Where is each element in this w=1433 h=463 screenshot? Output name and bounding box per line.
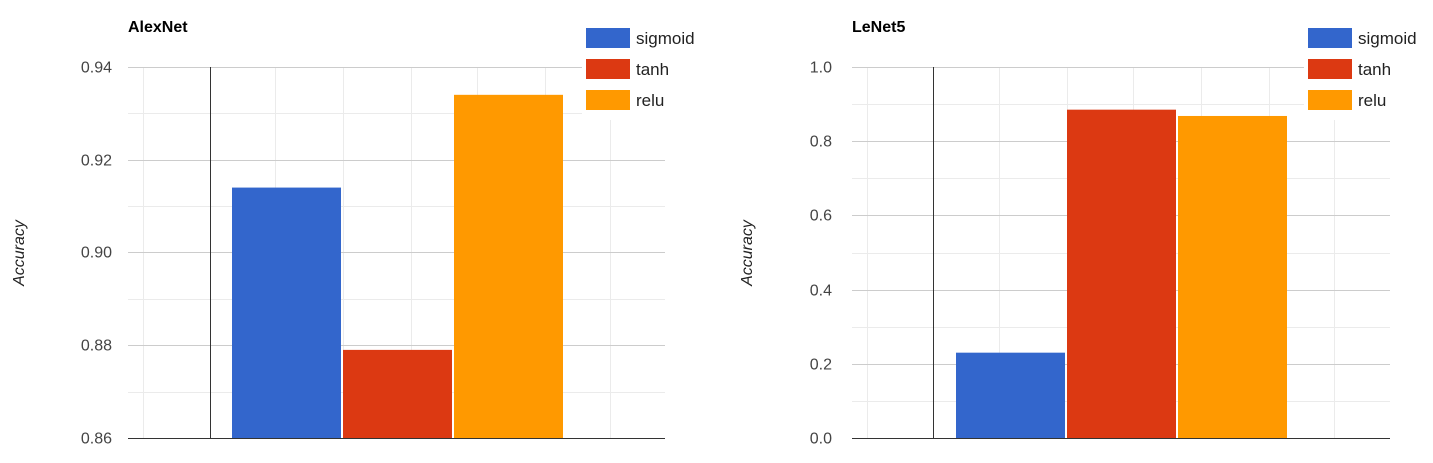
bar-tanh <box>1067 109 1176 438</box>
legend-swatch-relu <box>1308 90 1352 110</box>
bar-sigmoid <box>232 187 341 438</box>
y-tick-label: 0.90 <box>81 245 112 262</box>
y-tick-label: 0.86 <box>81 431 112 448</box>
y-ticks: 0.0 0.2 0.4 0.6 0.8 1.0 <box>810 60 832 448</box>
chart-title: AlexNet <box>128 19 188 36</box>
y-ticks: 0.86 0.88 0.90 0.92 0.94 <box>81 60 112 448</box>
bar-tanh <box>343 349 452 438</box>
y-tick-label: 0.4 <box>810 283 832 300</box>
legend-swatch-tanh <box>586 59 630 79</box>
bars <box>232 94 563 438</box>
y-tick-label: 0.8 <box>810 134 832 151</box>
y-axis-label: Accuracy <box>11 219 28 287</box>
chart-alexnet-svg: AlexNet Accuracy 0.86 0.88 0.90 0.92 0.94 si… <box>11 19 710 448</box>
legend-label-sigmoid: sigmoid <box>636 29 695 48</box>
y-tick-label: 0.0 <box>810 431 832 448</box>
legend-label-relu: relu <box>636 91 664 110</box>
y-tick-label: 1.0 <box>810 60 832 77</box>
bar-relu <box>1178 115 1287 439</box>
legend: sigmoid tanh relu <box>1304 22 1432 120</box>
legend-label-sigmoid: sigmoid <box>1358 29 1417 48</box>
y-tick-label: 0.92 <box>81 153 112 170</box>
legend-label-tanh: tanh <box>1358 60 1391 79</box>
chart-lenet5-svg: LeNet5 Accuracy 0.0 0.2 0.4 0.6 0.8 1.0 sigmo… <box>739 19 1432 448</box>
bar-sigmoid <box>956 352 1065 438</box>
legend-swatch-sigmoid <box>586 28 630 48</box>
legend-label-relu: relu <box>1358 91 1386 110</box>
legend: sigmoid tanh relu <box>582 22 710 120</box>
legend-swatch-tanh <box>1308 59 1352 79</box>
bars <box>956 109 1287 439</box>
legend-swatch-relu <box>586 90 630 110</box>
y-tick-label: 0.94 <box>81 60 112 77</box>
chart-alexnet: AlexNet Accuracy 0.86 0.88 0.90 0.92 0.94 si… <box>0 0 716 463</box>
y-tick-label: 0.6 <box>810 208 832 225</box>
y-tick-label: 0.88 <box>81 338 112 355</box>
legend-swatch-sigmoid <box>1308 28 1352 48</box>
bar-relu <box>454 94 563 438</box>
chart-lenet5: LeNet5 Accuracy 0.0 0.2 0.4 0.6 0.8 1.0 sigmo… <box>728 0 1433 463</box>
y-axis-label: Accuracy <box>739 219 756 287</box>
chart-title: LeNet5 <box>852 19 905 36</box>
y-tick-label: 0.2 <box>810 357 832 374</box>
legend-label-tanh: tanh <box>636 60 669 79</box>
